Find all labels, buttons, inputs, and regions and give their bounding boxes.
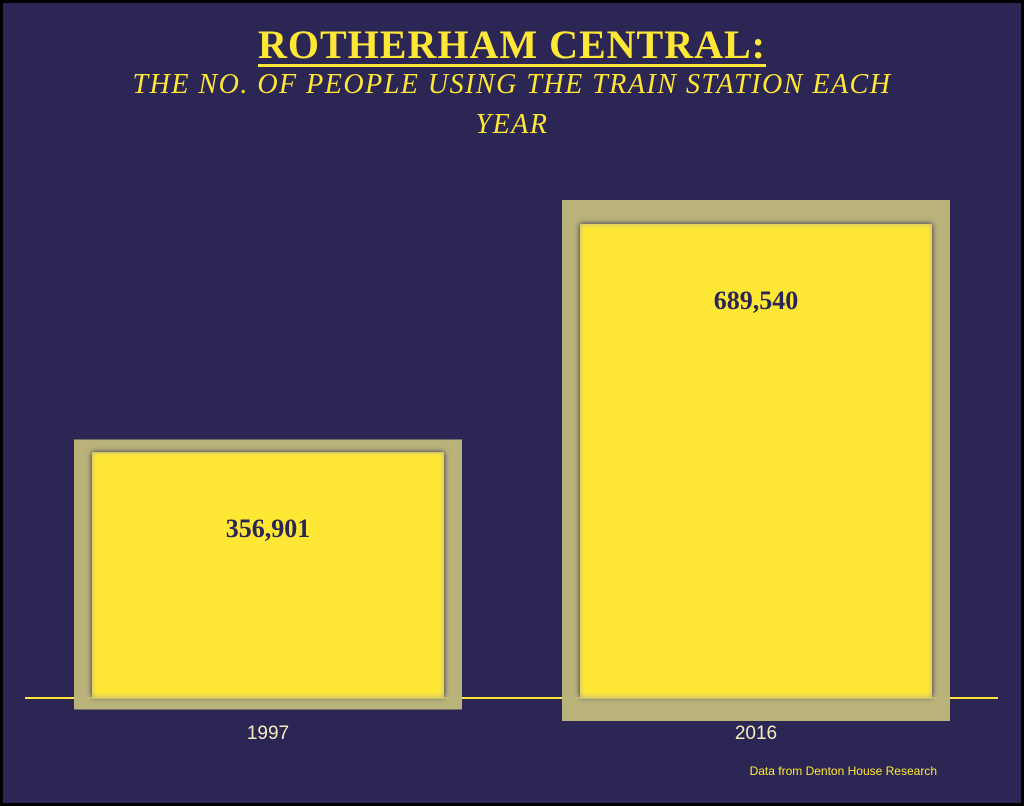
chart-subtitle: THE NO. OF PEOPLE USING THE TRAIN STATIO… xyxy=(132,69,892,140)
bar xyxy=(92,452,444,697)
x-tick-label: 1997 xyxy=(247,723,289,744)
bar xyxy=(580,224,932,697)
source-note: Data from Denton House Research xyxy=(750,764,937,778)
chart-title: ROTHERHAM CENTRAL: xyxy=(257,22,767,67)
x-tick-label: 2016 xyxy=(735,723,777,744)
value-label: 356,901 xyxy=(226,514,311,543)
value-label: 689,540 xyxy=(714,286,799,315)
